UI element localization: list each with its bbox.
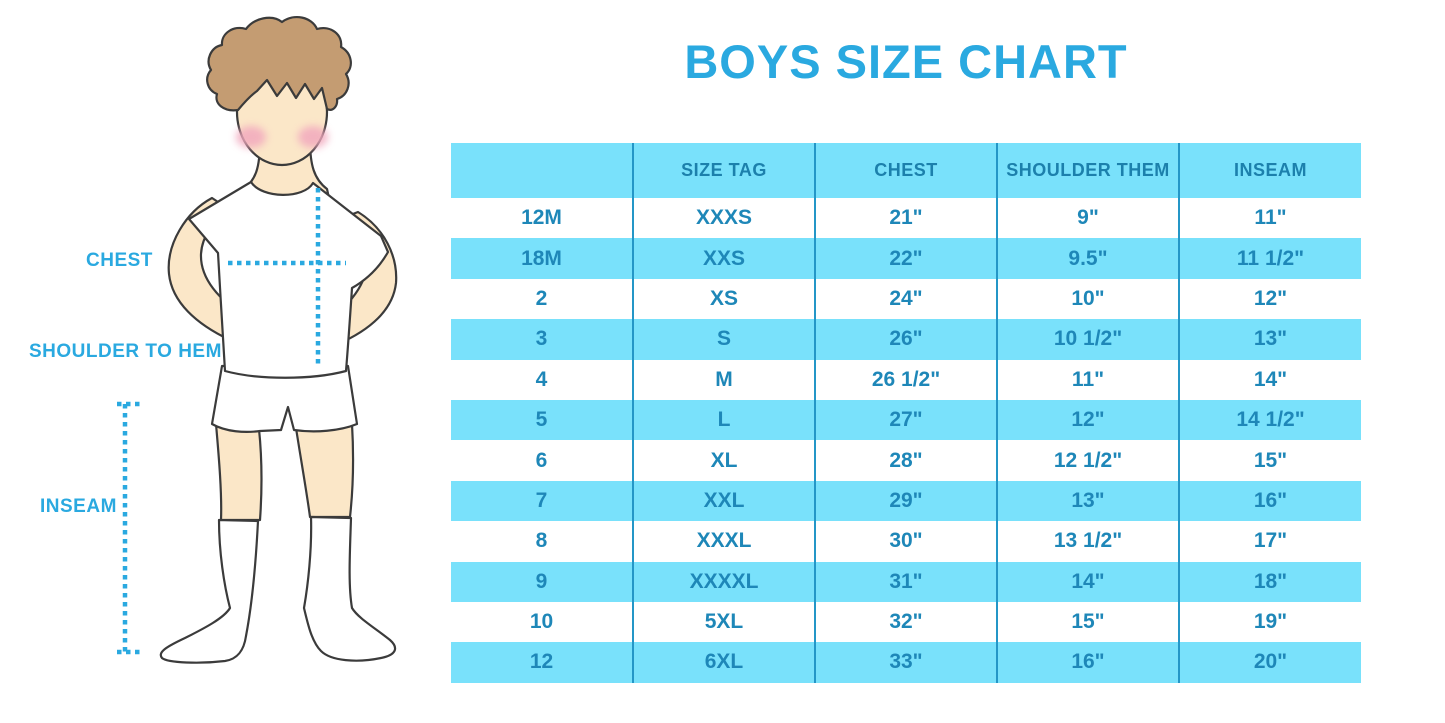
table-cell: 28" bbox=[815, 440, 998, 481]
table-cell: 11 1/2" bbox=[1179, 238, 1361, 279]
table-cell: 12 1/2" bbox=[997, 440, 1180, 481]
table-cell: 29" bbox=[815, 480, 998, 522]
table-cell: 13" bbox=[997, 480, 1180, 522]
table-cell: XXS bbox=[633, 238, 816, 279]
table-cell: 7 bbox=[451, 480, 634, 522]
size-table-body: 12M XXXS 21" 9" 11" 18M XXS 22" 9.5" 11 1/2" 2 XS 24… bbox=[451, 198, 1361, 683]
table-header-cell-chest: CHEST bbox=[815, 143, 998, 198]
table-cell: 8 bbox=[451, 521, 634, 562]
table-cell: 6XL bbox=[633, 642, 816, 683]
table-cell: 5XL bbox=[633, 601, 816, 643]
table-cell: XXXL bbox=[633, 521, 816, 562]
blush-right-cheek bbox=[298, 126, 328, 148]
table-cell: 10 bbox=[451, 601, 634, 643]
table-cell: 10" bbox=[997, 278, 1180, 320]
table-cell: 16" bbox=[1179, 480, 1361, 522]
table-cell: 9" bbox=[997, 198, 1180, 239]
shorts bbox=[210, 364, 359, 433]
table-cell: 24" bbox=[815, 278, 998, 320]
table-cell: 30" bbox=[815, 521, 998, 562]
table-cell: 14" bbox=[997, 561, 1180, 602]
left-sock bbox=[159, 518, 260, 664]
table-header-cell-size bbox=[451, 143, 634, 198]
table-header-cell-shoulder: SHOULDER THEM bbox=[997, 143, 1180, 198]
table-cell: S bbox=[633, 319, 816, 360]
table-cell: 15" bbox=[997, 601, 1180, 643]
table-cell: 19" bbox=[1179, 601, 1361, 643]
table-cell: 12M bbox=[451, 198, 634, 239]
table-cell: 9 bbox=[451, 561, 634, 602]
table-cell: 12" bbox=[1179, 278, 1361, 320]
table-header-row: SIZE TAG CHEST SHOULDER THEM INSEAM bbox=[451, 143, 1361, 198]
table-cell: 5 bbox=[451, 399, 634, 441]
table-cell: 11" bbox=[997, 359, 1180, 400]
table-cell: L bbox=[633, 399, 816, 441]
right-sock bbox=[302, 515, 397, 662]
hair bbox=[206, 16, 352, 112]
page-title: BOYS SIZE CHART bbox=[684, 35, 1128, 88]
table-row: 18M XXS 22" 9.5" 11 1/2" bbox=[451, 238, 1361, 279]
table-cell: 26 1/2" bbox=[815, 359, 998, 400]
blush-left-cheek bbox=[236, 126, 266, 148]
table-cell: 21" bbox=[815, 198, 998, 239]
left-knee bbox=[214, 422, 263, 522]
table-cell: 20" bbox=[1179, 642, 1361, 683]
table-cell: 15" bbox=[1179, 440, 1361, 481]
table-cell: 27" bbox=[815, 399, 998, 441]
table-cell: 13 1/2" bbox=[997, 521, 1180, 562]
inseam-label: INSEAM bbox=[40, 496, 117, 517]
table-row: 4 M 26 1/2" 11" 14" bbox=[451, 359, 1361, 400]
table-cell: XXXS bbox=[633, 198, 816, 239]
table-cell: 10 1/2" bbox=[997, 319, 1180, 360]
table-cell: 17" bbox=[1179, 521, 1361, 562]
table-row: 10 5XL 32" 15" 19" bbox=[451, 601, 1361, 643]
table-cell: 6 bbox=[451, 440, 634, 481]
table-cell: 18M bbox=[451, 238, 634, 279]
table-cell: M bbox=[633, 359, 816, 400]
table-cell: XS bbox=[633, 278, 816, 320]
table-row: 9 XXXXL 31" 14" 18" bbox=[451, 561, 1361, 602]
chest-label: CHEST bbox=[86, 250, 153, 271]
table-row: 6 XL 28" 12 1/2" 15" bbox=[451, 440, 1361, 481]
table-cell: XXL bbox=[633, 480, 816, 522]
table-row: 3 S 26" 10 1/2" 13" bbox=[451, 319, 1361, 360]
size-table: SIZE TAG CHEST SHOULDER THEM INSEAM 12M X… bbox=[451, 143, 1361, 683]
table-cell: 12" bbox=[997, 399, 1180, 441]
table-cell: 18" bbox=[1179, 561, 1361, 602]
table-row: 12M XXXS 21" 9" 11" bbox=[451, 198, 1361, 239]
table-cell: 2 bbox=[451, 278, 634, 320]
table-row: 12 6XL 33" 16" 20" bbox=[451, 642, 1361, 683]
table-cell: 9.5" bbox=[997, 238, 1180, 279]
table-cell: 13" bbox=[1179, 319, 1361, 360]
table-cell: 31" bbox=[815, 561, 998, 602]
table-cell: 32" bbox=[815, 601, 998, 643]
table-row: 2 XS 24" 10" 12" bbox=[451, 278, 1361, 320]
table-cell: 22" bbox=[815, 238, 998, 279]
table-header-cell-size-tag: SIZE TAG bbox=[633, 143, 816, 198]
table-cell: 33" bbox=[815, 642, 998, 683]
table-cell: 16" bbox=[997, 642, 1180, 683]
table-row: 8 XXXL 30" 13 1/2" 17" bbox=[451, 521, 1361, 562]
table-row: 5 L 27" 12" 14 1/2" bbox=[451, 399, 1361, 441]
table-cell: 12 bbox=[451, 642, 634, 683]
table-header-cell-inseam: INSEAM bbox=[1179, 143, 1361, 198]
right-knee bbox=[294, 422, 355, 519]
table-cell: 14 1/2" bbox=[1179, 399, 1361, 441]
table-cell: 4 bbox=[451, 359, 634, 400]
table-cell: 14" bbox=[1179, 359, 1361, 400]
table-cell: XXXXL bbox=[633, 561, 816, 602]
boy-illustration bbox=[117, 16, 398, 664]
shoulder-to-hem-label: SHOULDER TO HEM bbox=[29, 341, 222, 362]
t-shirt bbox=[187, 180, 390, 379]
table-cell: 26" bbox=[815, 319, 998, 360]
table-row: 7 XXL 29" 13" 16" bbox=[451, 480, 1361, 522]
table-cell: XL bbox=[633, 440, 816, 481]
table-cell: 3 bbox=[451, 319, 634, 360]
table-cell: 11" bbox=[1179, 198, 1361, 239]
